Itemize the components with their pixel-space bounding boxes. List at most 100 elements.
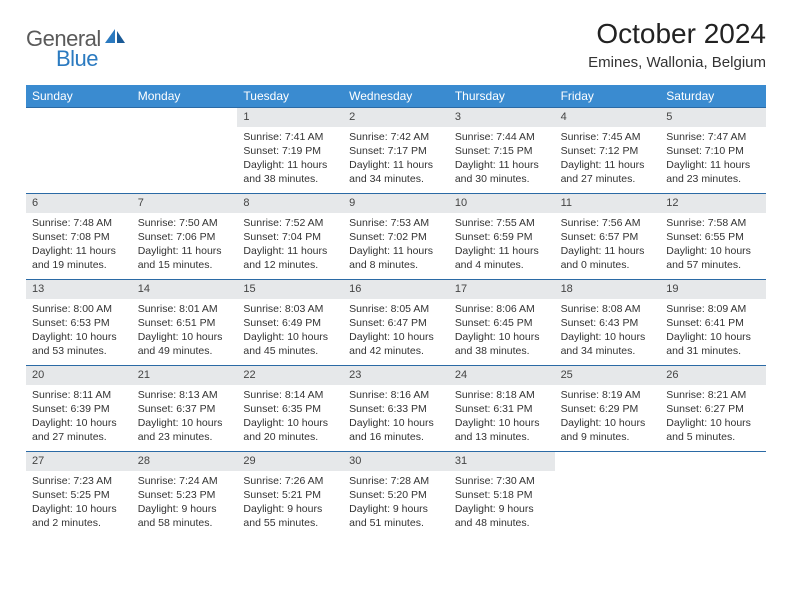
calendar-day-cell: 7Sunrise: 7:50 AMSunset: 7:06 PMDaylight… — [132, 193, 238, 279]
sunrise-text: Sunrise: 7:45 AM — [561, 130, 655, 144]
sunrise-text: Sunrise: 7:30 AM — [455, 474, 549, 488]
day-body: Sunrise: 7:41 AMSunset: 7:19 PMDaylight:… — [237, 127, 343, 191]
weekday-header: Friday — [555, 85, 661, 107]
day-number: 21 — [132, 366, 238, 385]
day-number: 24 — [449, 366, 555, 385]
daylight-text: Daylight: 11 hours and 34 minutes. — [349, 158, 443, 186]
calendar-day-cell: 20Sunrise: 8:11 AMSunset: 6:39 PMDayligh… — [26, 365, 132, 451]
calendar-page: General Blue October 2024 Emines, Wallon… — [0, 0, 792, 537]
day-number: 13 — [26, 280, 132, 299]
day-number: 14 — [132, 280, 238, 299]
sunset-text: Sunset: 7:17 PM — [349, 144, 443, 158]
calendar-day-cell: 6Sunrise: 7:48 AMSunset: 7:08 PMDaylight… — [26, 193, 132, 279]
calendar-empty-cell — [26, 107, 132, 193]
day-body: Sunrise: 8:16 AMSunset: 6:33 PMDaylight:… — [343, 385, 449, 449]
sunset-text: Sunset: 6:37 PM — [138, 402, 232, 416]
calendar-day-cell: 15Sunrise: 8:03 AMSunset: 6:49 PMDayligh… — [237, 279, 343, 365]
sunset-text: Sunset: 6:29 PM — [561, 402, 655, 416]
daylight-text: Daylight: 11 hours and 19 minutes. — [32, 244, 126, 272]
daylight-text: Daylight: 11 hours and 4 minutes. — [455, 244, 549, 272]
sunset-text: Sunset: 6:35 PM — [243, 402, 337, 416]
day-body: Sunrise: 7:47 AMSunset: 7:10 PMDaylight:… — [660, 127, 766, 191]
sunrise-text: Sunrise: 7:53 AM — [349, 216, 443, 230]
calendar-empty-cell — [660, 451, 766, 537]
calendar-day-cell: 11Sunrise: 7:56 AMSunset: 6:57 PMDayligh… — [555, 193, 661, 279]
day-number: 5 — [660, 108, 766, 127]
sunrise-text: Sunrise: 8:05 AM — [349, 302, 443, 316]
sunrise-text: Sunrise: 7:42 AM — [349, 130, 443, 144]
calendar-day-cell: 14Sunrise: 8:01 AMSunset: 6:51 PMDayligh… — [132, 279, 238, 365]
sunrise-text: Sunrise: 7:48 AM — [32, 216, 126, 230]
sunrise-text: Sunrise: 8:06 AM — [455, 302, 549, 316]
calendar-day-cell: 29Sunrise: 7:26 AMSunset: 5:21 PMDayligh… — [237, 451, 343, 537]
calendar-day-cell: 21Sunrise: 8:13 AMSunset: 6:37 PMDayligh… — [132, 365, 238, 451]
daylight-text: Daylight: 11 hours and 15 minutes. — [138, 244, 232, 272]
sunset-text: Sunset: 6:31 PM — [455, 402, 549, 416]
day-body: Sunrise: 7:26 AMSunset: 5:21 PMDaylight:… — [237, 471, 343, 535]
sunset-text: Sunset: 7:02 PM — [349, 230, 443, 244]
day-number: 22 — [237, 366, 343, 385]
calendar-empty-cell — [132, 107, 238, 193]
daylight-text: Daylight: 9 hours and 51 minutes. — [349, 502, 443, 530]
calendar-day-cell: 5Sunrise: 7:47 AMSunset: 7:10 PMDaylight… — [660, 107, 766, 193]
calendar-day-cell: 27Sunrise: 7:23 AMSunset: 5:25 PMDayligh… — [26, 451, 132, 537]
day-body: Sunrise: 8:11 AMSunset: 6:39 PMDaylight:… — [26, 385, 132, 449]
sunrise-text: Sunrise: 7:44 AM — [455, 130, 549, 144]
sunrise-text: Sunrise: 7:23 AM — [32, 474, 126, 488]
day-body: Sunrise: 7:44 AMSunset: 7:15 PMDaylight:… — [449, 127, 555, 191]
daylight-text: Daylight: 10 hours and 49 minutes. — [138, 330, 232, 358]
day-number: 30 — [343, 452, 449, 471]
calendar-day-cell: 3Sunrise: 7:44 AMSunset: 7:15 PMDaylight… — [449, 107, 555, 193]
sunset-text: Sunset: 6:47 PM — [349, 316, 443, 330]
daylight-text: Daylight: 11 hours and 27 minutes. — [561, 158, 655, 186]
day-number: 15 — [237, 280, 343, 299]
daylight-text: Daylight: 9 hours and 55 minutes. — [243, 502, 337, 530]
daylight-text: Daylight: 10 hours and 20 minutes. — [243, 416, 337, 444]
calendar-day-cell: 1Sunrise: 7:41 AMSunset: 7:19 PMDaylight… — [237, 107, 343, 193]
day-number: 9 — [343, 194, 449, 213]
calendar-day-cell: 30Sunrise: 7:28 AMSunset: 5:20 PMDayligh… — [343, 451, 449, 537]
location-subtitle: Emines, Wallonia, Belgium — [588, 54, 766, 71]
calendar-day-cell: 26Sunrise: 8:21 AMSunset: 6:27 PMDayligh… — [660, 365, 766, 451]
calendar-day-cell: 28Sunrise: 7:24 AMSunset: 5:23 PMDayligh… — [132, 451, 238, 537]
day-body: Sunrise: 7:50 AMSunset: 7:06 PMDaylight:… — [132, 213, 238, 277]
daylight-text: Daylight: 10 hours and 42 minutes. — [349, 330, 443, 358]
day-body: Sunrise: 7:58 AMSunset: 6:55 PMDaylight:… — [660, 213, 766, 277]
calendar-header-row: SundayMondayTuesdayWednesdayThursdayFrid… — [26, 85, 766, 107]
logo-text-blue: Blue — [56, 46, 98, 72]
daylight-text: Daylight: 9 hours and 48 minutes. — [455, 502, 549, 530]
sunset-text: Sunset: 6:51 PM — [138, 316, 232, 330]
day-body: Sunrise: 8:03 AMSunset: 6:49 PMDaylight:… — [237, 299, 343, 363]
weekday-header: Saturday — [660, 85, 766, 107]
sunset-text: Sunset: 6:33 PM — [349, 402, 443, 416]
sunset-text: Sunset: 6:45 PM — [455, 316, 549, 330]
day-number: 3 — [449, 108, 555, 127]
daylight-text: Daylight: 11 hours and 23 minutes. — [666, 158, 760, 186]
day-body: Sunrise: 7:45 AMSunset: 7:12 PMDaylight:… — [555, 127, 661, 191]
weekday-header: Wednesday — [343, 85, 449, 107]
day-number: 28 — [132, 452, 238, 471]
day-body: Sunrise: 7:28 AMSunset: 5:20 PMDaylight:… — [343, 471, 449, 535]
logo: General Blue — [26, 18, 127, 52]
daylight-text: Daylight: 10 hours and 9 minutes. — [561, 416, 655, 444]
calendar-day-cell: 16Sunrise: 8:05 AMSunset: 6:47 PMDayligh… — [343, 279, 449, 365]
day-number: 19 — [660, 280, 766, 299]
daylight-text: Daylight: 10 hours and 34 minutes. — [561, 330, 655, 358]
day-number: 10 — [449, 194, 555, 213]
daylight-text: Daylight: 10 hours and 31 minutes. — [666, 330, 760, 358]
day-number: 29 — [237, 452, 343, 471]
sunrise-text: Sunrise: 8:19 AM — [561, 388, 655, 402]
sunset-text: Sunset: 5:25 PM — [32, 488, 126, 502]
sunrise-text: Sunrise: 8:00 AM — [32, 302, 126, 316]
calendar-body: 1Sunrise: 7:41 AMSunset: 7:19 PMDaylight… — [26, 107, 766, 537]
sunrise-text: Sunrise: 7:24 AM — [138, 474, 232, 488]
day-body: Sunrise: 7:42 AMSunset: 7:17 PMDaylight:… — [343, 127, 449, 191]
day-body: Sunrise: 8:08 AMSunset: 6:43 PMDaylight:… — [555, 299, 661, 363]
day-body: Sunrise: 8:01 AMSunset: 6:51 PMDaylight:… — [132, 299, 238, 363]
day-number: 27 — [26, 452, 132, 471]
calendar-day-cell: 2Sunrise: 7:42 AMSunset: 7:17 PMDaylight… — [343, 107, 449, 193]
day-body: Sunrise: 7:30 AMSunset: 5:18 PMDaylight:… — [449, 471, 555, 535]
daylight-text: Daylight: 10 hours and 27 minutes. — [32, 416, 126, 444]
calendar-day-cell: 23Sunrise: 8:16 AMSunset: 6:33 PMDayligh… — [343, 365, 449, 451]
sunset-text: Sunset: 5:21 PM — [243, 488, 337, 502]
